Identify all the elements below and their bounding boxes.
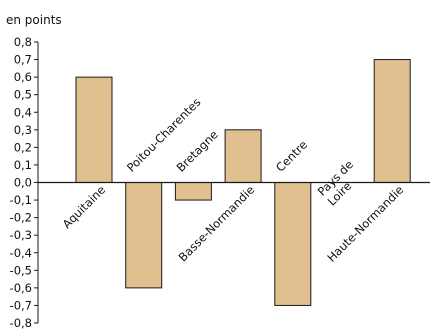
y-tick-label: -0,2	[10, 211, 32, 225]
bar	[274, 182, 312, 306]
y-tick-label: 0,4	[14, 105, 32, 119]
category-label: Bretagne	[174, 127, 221, 174]
y-tick-label: 0,1	[14, 158, 32, 172]
y-tick-label: -0,4	[10, 246, 32, 260]
y-tick-label: 0,7	[14, 53, 32, 67]
bar	[373, 59, 411, 183]
y-tick-label: 0,2	[14, 140, 32, 154]
y-tick-label: 0,3	[14, 123, 32, 137]
y-tick-label: -0,1	[10, 193, 32, 207]
y-tick-label: 0,0	[14, 176, 32, 190]
y-tick-label: 0,8	[14, 35, 32, 49]
y-tick-label: 0,5	[14, 88, 32, 102]
bar	[174, 182, 212, 201]
category-label: Centre	[273, 138, 310, 175]
y-tick-label: 0,6	[14, 70, 32, 84]
bar	[125, 182, 163, 289]
y-tick-label: -0,6	[10, 281, 32, 295]
y-tick-label: -0,8	[10, 316, 32, 330]
category-label: Aquitaine	[60, 183, 108, 231]
bar	[224, 129, 262, 183]
y-tick-label: -0,5	[10, 263, 32, 277]
unit-label: en points	[6, 13, 62, 27]
y-tick-label: -0,3	[10, 228, 32, 242]
y-tick-label: -0,7	[10, 298, 32, 312]
y-axis: 0,8 0,7 0,6 0,5 0,4 0,3 0,2 0,1 0,0 -0,1 -0,2 -0,3 -…	[10, 35, 39, 330]
bar	[75, 76, 113, 183]
